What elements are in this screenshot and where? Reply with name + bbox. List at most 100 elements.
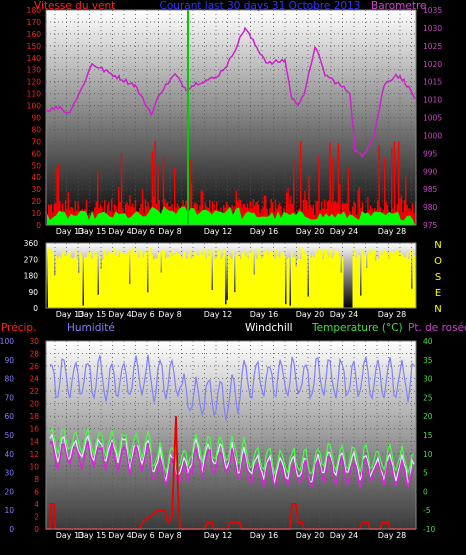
- direction-bar: [381, 254, 383, 308]
- wind-bar: [162, 156, 165, 225]
- x-tick-label: Day 16: [250, 531, 279, 540]
- direction-bar: [217, 249, 219, 308]
- wind-bar: [288, 204, 291, 225]
- direction-bar: [94, 254, 96, 308]
- direction-bar: [414, 255, 416, 308]
- precip-tick-label: 10: [29, 462, 39, 471]
- temp-tick-label: 15: [423, 431, 433, 440]
- direction-bar: [244, 256, 246, 308]
- direction-bar: [277, 256, 279, 308]
- direction-bar: [307, 296, 309, 308]
- panel3-temp-ticks: -10 -5 0 5 10 15 20 25 30 35 40: [423, 337, 435, 534]
- precip-tick-label: 24: [29, 375, 39, 384]
- direction-bar: [279, 257, 281, 308]
- direction-bar: [241, 252, 243, 308]
- direction-bar: [48, 248, 50, 308]
- direction-bar: [396, 249, 398, 308]
- wind-bar: [48, 204, 50, 225]
- direction-bar: [315, 252, 317, 308]
- direction-bar: [297, 259, 299, 308]
- temperature-label: Temperature (°C): [311, 322, 403, 334]
- direction-bar: [144, 254, 146, 308]
- direction-bar: [129, 284, 131, 308]
- wind-bar: [274, 199, 277, 225]
- direction-bar: [234, 292, 236, 308]
- direction-bar: [145, 252, 147, 308]
- temp-tick-label: -5: [423, 506, 431, 515]
- direction-bar: [216, 257, 218, 308]
- x-tick-label: Day 24: [330, 227, 359, 236]
- direction-bar: [364, 254, 366, 308]
- wind-bar: [97, 170, 99, 225]
- x-tick-label: Day 6: [131, 531, 154, 540]
- x-tick-label: Day 16: [250, 227, 279, 236]
- barometer-tick-label: 990: [423, 167, 438, 176]
- compass-label: N: [434, 240, 441, 251]
- compass-label: O: [434, 256, 442, 267]
- wind-bar: [263, 195, 265, 225]
- direction-bar: [112, 252, 114, 308]
- direction-bar: [160, 272, 162, 308]
- wind-bar: [235, 190, 237, 225]
- precip-tick-label: 28: [29, 350, 39, 359]
- wind-bar: [309, 204, 312, 225]
- direction-bar: [153, 259, 155, 308]
- direction-bar: [283, 254, 285, 308]
- wind-tick-label: 140: [27, 54, 42, 63]
- direction-bar: [397, 250, 399, 308]
- direction-bar: [309, 254, 311, 308]
- direction-bar: [220, 258, 222, 308]
- direction-bar: [139, 249, 141, 308]
- direction-bar: [334, 248, 336, 308]
- direction-bar: [382, 252, 384, 308]
- x-tick-label: Day 28: [378, 310, 407, 319]
- wind-bar: [403, 200, 405, 225]
- direction-bar: [61, 252, 63, 308]
- direction-bar: [321, 250, 323, 308]
- wind-direction-series: [48, 246, 416, 308]
- barometer-tick-label: 995: [423, 149, 438, 158]
- x-tick-label: Day 12: [204, 227, 233, 236]
- precip-tick-label: 16: [29, 425, 39, 434]
- humidity-label: Humidité: [67, 322, 115, 334]
- direction-bar: [49, 248, 51, 308]
- wind-tick-label: 160: [27, 30, 42, 39]
- direction-bar: [301, 247, 303, 308]
- direction-bar: [79, 252, 81, 308]
- direction-bar: [249, 253, 251, 308]
- wind-bar: [242, 204, 244, 225]
- direction-bar: [276, 249, 278, 308]
- x-tick-label: Day 6: [131, 227, 154, 236]
- wind-bar: [399, 198, 401, 225]
- direction-bar: [379, 252, 381, 308]
- direction-bar: [367, 251, 369, 308]
- wind-bar: [189, 159, 191, 225]
- direction-bar: [253, 274, 255, 308]
- wind-bar: [190, 183, 193, 225]
- x-tick-label: Day 12: [204, 310, 233, 319]
- dewpoint-label: Pt. de rosée: [408, 322, 466, 334]
- direction-bar: [175, 251, 177, 308]
- wind-tick-label: 100: [27, 102, 42, 111]
- direction-bar: [187, 254, 189, 308]
- panel1-right-ticks: 975 980 985 990 995 1000 1005 1010 1015 1020 1025 1…: [423, 6, 442, 230]
- temp-tick-label: 5: [423, 469, 428, 478]
- humidity-tick-label: 60: [4, 412, 14, 421]
- direction-bar: [360, 295, 362, 308]
- temp-tick-label: 25: [423, 393, 433, 402]
- wind-tick-label: 80: [31, 125, 41, 134]
- precip-label: Précip.: [1, 322, 36, 334]
- direction-bar: [81, 255, 83, 308]
- direction-bar: [106, 255, 108, 308]
- direction-bar: [282, 250, 284, 308]
- wind-bar: [111, 198, 113, 225]
- wind-bar: [290, 196, 292, 225]
- direction-bar: [52, 251, 54, 308]
- direction-bar: [342, 257, 344, 308]
- direction-bar: [66, 255, 68, 308]
- wind-bar: [252, 199, 254, 225]
- direction-bar: [196, 255, 198, 308]
- direction-bar: [108, 251, 110, 308]
- direction-bar: [195, 252, 197, 308]
- wind-bar: [384, 157, 386, 225]
